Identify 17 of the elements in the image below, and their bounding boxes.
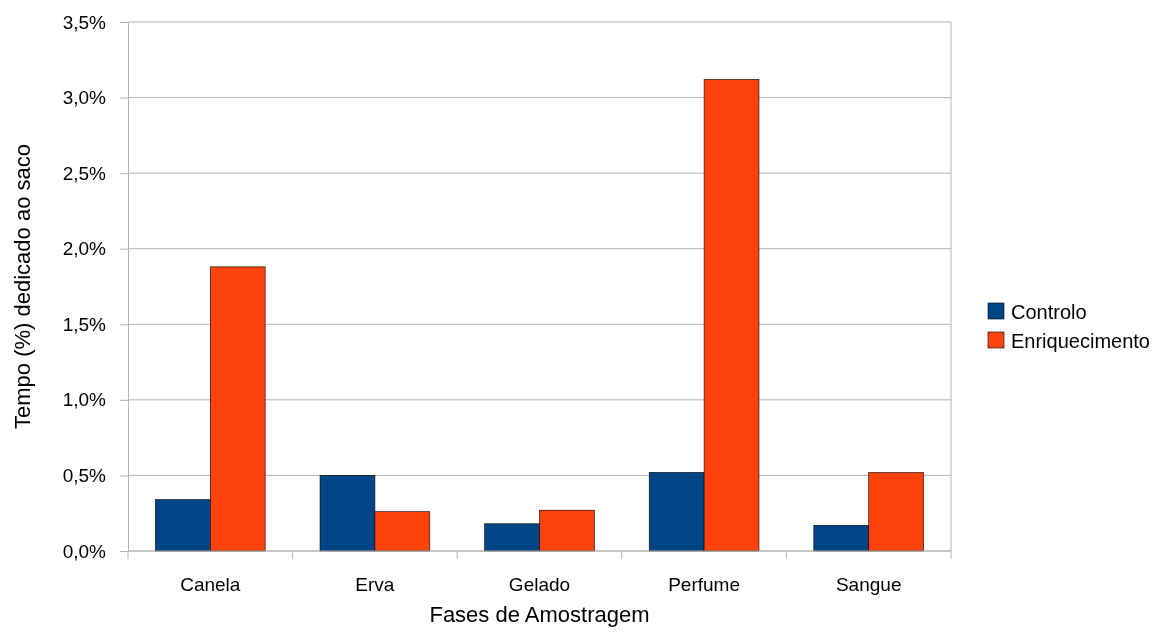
y-tick-label: 0,5% <box>62 465 107 487</box>
y-axis-title: Tempo (%) dedicado ao saco <box>10 144 35 429</box>
x-tick-label: Perfume <box>668 574 741 595</box>
y-tick-label: 0,0% <box>62 540 107 562</box>
y-tick-label: 1,5% <box>62 313 107 335</box>
x-tick-label: Erva <box>355 574 395 595</box>
y-tick-label: 3,0% <box>62 87 107 109</box>
legend-label: Enriquecimento <box>1011 330 1150 352</box>
y-tick-label: 2,5% <box>62 162 107 184</box>
x-axis-title: Fases de Amostragem <box>429 602 650 627</box>
legend-label: Controlo <box>1011 301 1087 323</box>
y-tick-label: 2,0% <box>62 238 107 260</box>
y-tick-label: 1,0% <box>62 389 107 411</box>
x-tick-label: Sangue <box>835 574 902 595</box>
x-tick-label: Gelado <box>508 574 571 595</box>
y-tick-label: 3,5% <box>62 11 107 33</box>
x-tick-label: Canela <box>180 574 241 595</box>
